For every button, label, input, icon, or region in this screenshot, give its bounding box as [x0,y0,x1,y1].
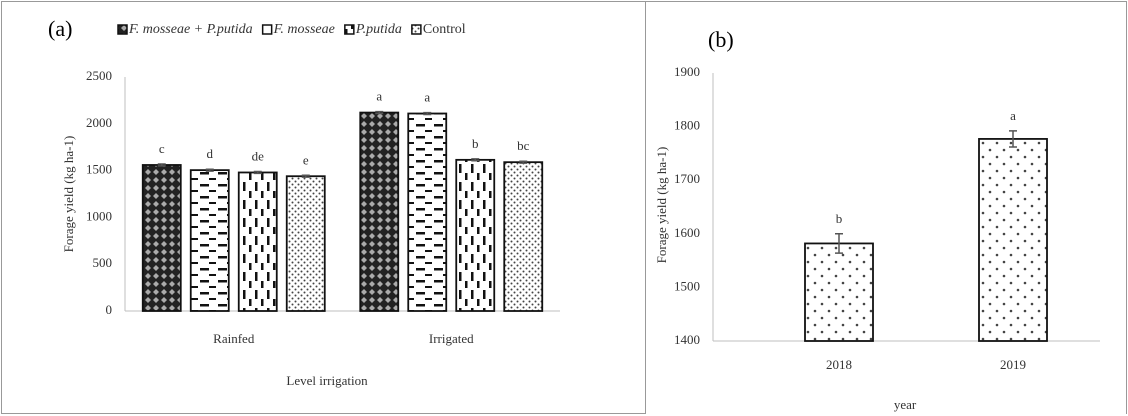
legend-swatch [411,24,422,35]
bar [503,161,544,312]
error-bar [835,233,843,254]
y-tick-label: 1000 [86,208,112,223]
data-label: b [472,136,479,151]
y-tick-label: 1800 [674,118,700,133]
y-tick-label: 1500 [86,162,112,177]
data-label: de [252,149,265,164]
y-tick-label: 1600 [674,225,700,240]
error-bar [205,168,214,172]
data-label: a [1010,108,1016,123]
data-label: a [376,89,382,104]
error-bar [157,163,166,167]
legend-swatch [261,24,273,35]
data-label: b [836,211,843,226]
data-label: c [159,141,165,156]
bar [978,138,1048,342]
x-axis-label: Level irrigation [286,373,368,388]
legend-swatch [344,24,355,35]
error-bar [471,158,480,162]
bar [285,175,326,312]
legend-swatch [117,24,128,35]
y-axis-label: Forage yield (kg ha-1) [61,136,76,253]
error-bar [1009,130,1017,148]
y-tick-label: 1700 [674,171,700,186]
y-tick-label: 1400 [674,332,700,347]
bar [804,242,874,342]
x-tick-label: Irrigated [429,331,474,346]
legend-label: Control [423,22,466,37]
error-bar [375,110,384,115]
panel-frame [645,1,1127,414]
error-bar [423,111,432,116]
data-label: a [424,90,430,105]
panel-frame [1,1,646,414]
y-tick-label: 2500 [86,68,112,83]
legend-label: P.putida [355,22,402,37]
panel-label: (b) [708,27,734,52]
error-bar [301,174,310,178]
bar [407,112,448,312]
bar [189,169,230,312]
bar [455,158,496,312]
bar [141,164,182,312]
error-bar [519,160,528,164]
x-tick-label: Rainfed [213,331,255,346]
error-bar [253,170,262,175]
bar [359,111,400,312]
panel-label: (a) [48,16,72,41]
y-tick-label: 1900 [674,64,700,79]
x-tick-label: 2018 [826,357,852,372]
y-tick-label: 1500 [674,278,700,293]
legend-label: F. mosseae [273,22,335,37]
x-axis-label: year [894,397,917,412]
bar [237,171,278,312]
y-tick-label: 500 [93,255,113,270]
data-label: bc [517,138,530,153]
data-label: d [207,146,214,161]
y-tick-label: 0 [106,302,113,317]
y-axis-label: Forage yield (kg ha-1) [654,147,669,264]
y-tick-label: 2000 [86,115,112,130]
data-label: e [303,152,309,167]
x-tick-label: 2019 [1000,357,1026,372]
legend-label: F. mosseae + P.putida [128,22,253,37]
